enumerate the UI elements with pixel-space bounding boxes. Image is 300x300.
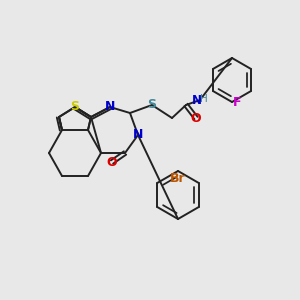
Text: F: F — [233, 95, 241, 109]
Text: Br: Br — [170, 172, 186, 185]
Text: O: O — [191, 112, 201, 124]
Text: N: N — [192, 94, 202, 106]
Text: N: N — [105, 100, 115, 113]
Text: N: N — [133, 128, 143, 142]
Text: O: O — [107, 155, 117, 169]
Text: H: H — [200, 94, 208, 104]
Text: S: S — [148, 98, 157, 112]
Text: S: S — [70, 100, 80, 113]
